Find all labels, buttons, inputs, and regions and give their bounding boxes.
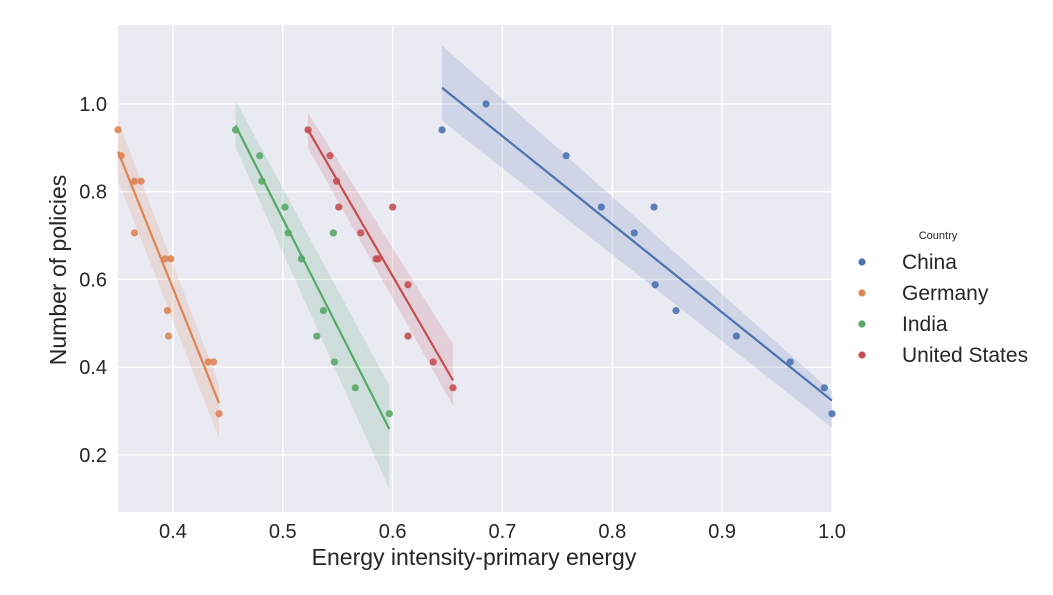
china-point [786, 358, 794, 366]
legend-label-germany: Germany [902, 282, 989, 305]
china-point [650, 203, 658, 211]
united-states-point [389, 203, 397, 211]
united-states-point [304, 126, 312, 134]
china-point [630, 229, 638, 237]
india-point [329, 229, 337, 237]
india-point [313, 332, 321, 340]
x-axis-ticks: 0.4 0.5 0.6 0.7 0.8 0.9 1.0 [159, 521, 846, 543]
germany-point [167, 255, 175, 263]
germany-point [204, 358, 212, 366]
united-states-point [449, 384, 457, 392]
china-legend-marker [858, 258, 866, 266]
y-axis-ticks: 0.2 0.4 0.6 0.8 1.0 [79, 94, 107, 467]
y-tick-label: 0.4 [79, 357, 107, 379]
y-axis-label: Number of policies [45, 175, 71, 365]
united-states-point [404, 332, 412, 340]
china-point [562, 152, 570, 160]
germany-legend-marker [858, 289, 866, 297]
india-point [319, 307, 328, 315]
x-tick-label: 0.9 [708, 521, 736, 543]
united-states-point [332, 177, 341, 185]
x-tick-label: 0.5 [269, 521, 297, 543]
germany-point [130, 229, 139, 237]
united-states-point [429, 358, 437, 366]
legend-title: Country [919, 230, 958, 242]
india-legend-marker [858, 320, 866, 328]
germany-point [117, 152, 125, 160]
china-point [820, 384, 828, 392]
united-states-legend-marker [858, 351, 866, 359]
india-point [258, 177, 266, 185]
china-ci-band [442, 45, 832, 428]
china-point [828, 410, 836, 418]
legend-label-united-states: United States [902, 344, 1028, 367]
china-point [482, 100, 490, 108]
x-tick-label: 0.7 [489, 521, 517, 543]
x-tick-label: 0.8 [598, 521, 626, 543]
united-states-point [335, 203, 343, 211]
india-point [351, 384, 359, 392]
y-tick-label: 0.2 [79, 445, 107, 467]
x-tick-label: 0.4 [159, 521, 187, 543]
regression-lines [116, 86, 833, 430]
germany-point [114, 126, 122, 134]
india-point [330, 358, 338, 366]
china-point [732, 332, 741, 340]
united-states-point [374, 255, 382, 263]
india-point [297, 255, 306, 263]
germany-point [209, 358, 218, 366]
china-point [438, 126, 446, 134]
legend: Country China Germany India United States [858, 230, 1028, 367]
data-points [114, 100, 836, 418]
china-fit-line [441, 86, 833, 402]
y-tick-label: 1.0 [79, 94, 107, 116]
legend-label-india: India [902, 313, 948, 336]
india-fit-line [234, 124, 391, 430]
plot-background [118, 25, 832, 512]
germany-fit-line [116, 150, 221, 404]
y-tick-label: 0.8 [79, 182, 107, 204]
india-ci-band [235, 100, 390, 490]
germany-point [161, 255, 169, 263]
united-states-point [326, 152, 334, 160]
germany-point [130, 177, 139, 185]
india-point [256, 152, 264, 160]
india-point [231, 126, 240, 134]
x-tick-label: 0.6 [379, 521, 407, 543]
x-tick-label: 1.0 [818, 521, 846, 543]
india-point [284, 229, 292, 237]
united-states-point [404, 281, 412, 289]
germany-point [164, 332, 173, 340]
germany-point [163, 307, 172, 315]
china-point [597, 203, 605, 211]
legend-label-china: China [902, 251, 957, 274]
china-point [672, 307, 680, 315]
china-point [651, 281, 659, 289]
germany-point [137, 177, 145, 185]
germany-point [215, 410, 223, 418]
united-states-point [357, 229, 365, 237]
y-tick-label: 0.6 [79, 269, 107, 291]
grid-lines [118, 25, 833, 512]
india-point [385, 410, 393, 418]
united-states-fit-line [307, 129, 454, 381]
x-axis-label: Energy intensity-primary energy [312, 544, 637, 570]
india-point [281, 203, 289, 211]
